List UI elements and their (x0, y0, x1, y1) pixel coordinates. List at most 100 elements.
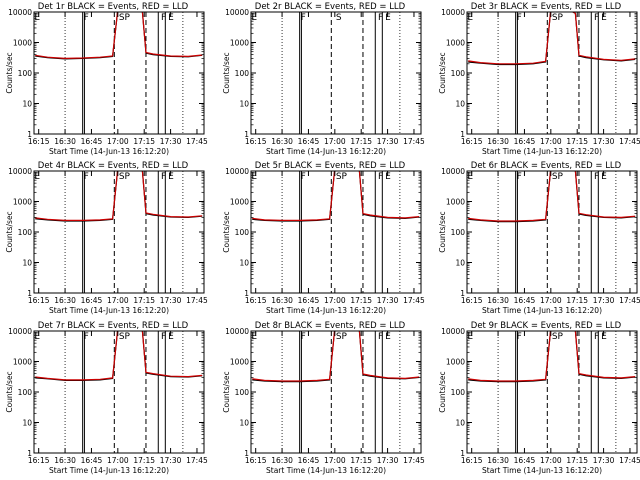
x-tick-label: 17:15 (566, 137, 588, 146)
y-tick-label: 1000 (446, 39, 465, 48)
y-tick-label: 1000 (230, 39, 249, 48)
x-tick-label: 17:30 (160, 456, 182, 465)
x-tick-label: 16:45 (81, 137, 103, 146)
flag-label: F (84, 332, 89, 342)
flag-label: F (84, 13, 89, 23)
y-tick-label: 10000 (8, 167, 32, 176)
y-tick-label: 10 (455, 259, 465, 268)
y-tick-label: 10 (22, 100, 32, 109)
flag-label: E (251, 172, 257, 182)
x-tick-label: 17:45 (403, 296, 425, 305)
flag-label: F (161, 332, 166, 342)
flag-label: E (168, 13, 174, 23)
x-tick-label: 17:45 (619, 296, 640, 305)
x-tick-label: 17:15 (566, 296, 588, 305)
y-tick-label: 100 (18, 228, 33, 237)
flag-label: F (161, 13, 166, 23)
x-axis-label: Start Time (14-Jun-13 16:12:20) (266, 147, 386, 156)
flag-label: F (301, 172, 306, 182)
panel-title: Det 3r BLACK = Events, RED = LLD (471, 2, 622, 12)
flag-label: F (161, 172, 166, 182)
flag-label: SP (552, 172, 564, 182)
x-tick-label: 16:15 (461, 456, 483, 465)
x-axis-label: Start Time (14-Jun-13 16:12:20) (482, 466, 602, 475)
y-tick-label: 1 (244, 449, 249, 458)
y-tick-label: 1 (460, 130, 465, 139)
y-tick-label: 10000 (441, 327, 465, 336)
flag-label: E (168, 172, 174, 182)
x-axis-label: Start Time (14-Jun-13 16:12:20) (49, 466, 169, 475)
flag-label: F (378, 172, 383, 182)
panel-title: Det 9r BLACK = Events, RED = LLD (471, 321, 622, 331)
x-tick-label: 16:45 (298, 296, 320, 305)
x-tick-label: 17:00 (540, 456, 562, 465)
x-tick-label: 16:15 (28, 137, 50, 146)
lld-series-line (468, 331, 636, 382)
x-tick-label: 17:00 (107, 456, 129, 465)
y-axis-label: Counts/sec (5, 211, 14, 252)
y-tick-label: 10000 (441, 8, 465, 17)
y-tick-label: 100 (235, 228, 250, 237)
x-tick-label: 17:15 (566, 456, 588, 465)
flag-label: E (251, 332, 257, 342)
y-tick-label: 1 (27, 130, 32, 139)
y-tick-label: 100 (235, 388, 250, 397)
x-tick-label: 17:45 (403, 456, 425, 465)
x-tick-label: 17:15 (133, 296, 155, 305)
flag-label: E (467, 332, 473, 342)
x-tick-label: 17:30 (160, 296, 182, 305)
x-tick-label: 16:45 (81, 456, 103, 465)
y-tick-label: 10 (22, 259, 32, 268)
flag-label: E (601, 13, 607, 23)
flag-label: F (378, 13, 383, 23)
x-tick-label: 16:30 (54, 296, 76, 305)
x-tick-label: 16:30 (54, 137, 76, 146)
flag-label: E (34, 172, 40, 182)
x-tick-label: 17:00 (324, 296, 346, 305)
flag-label: E (34, 332, 40, 342)
x-tick-label: 17:15 (133, 456, 155, 465)
flag-label: E (467, 13, 473, 23)
x-tick-label: 16:45 (514, 296, 536, 305)
x-tick-label: 17:30 (160, 137, 182, 146)
y-tick-label: 1000 (230, 358, 249, 367)
flag-label: F (594, 13, 599, 23)
x-tick-label: 16:30 (487, 137, 509, 146)
x-tick-label: 17:45 (186, 296, 208, 305)
x-axis-label: Start Time (14-Jun-13 16:12:20) (482, 147, 602, 156)
x-axis-label: Start Time (14-Jun-13 16:12:20) (266, 466, 386, 475)
lld-series-line (468, 171, 636, 222)
y-tick-label: 100 (18, 388, 33, 397)
lld-series-line (35, 12, 203, 60)
x-tick-label: 16:45 (81, 296, 103, 305)
lld-series-line (468, 12, 636, 65)
plot-frame (466, 170, 638, 294)
plot-frame (466, 11, 638, 135)
lld-series-line (35, 331, 203, 381)
x-tick-label: 16:15 (461, 296, 483, 305)
x-tick-label: 17:30 (377, 137, 399, 146)
flag-label: E (385, 172, 391, 182)
y-tick-label: 1 (244, 289, 249, 298)
x-tick-label: 17:00 (540, 296, 562, 305)
x-tick-label: 17:00 (540, 137, 562, 146)
flag-label: SP (336, 172, 348, 182)
y-tick-label: 10000 (225, 8, 249, 17)
y-tick-label: 10 (455, 419, 465, 428)
flag-label: F (378, 332, 383, 342)
y-axis-label: Counts/sec (5, 52, 14, 93)
y-tick-label: 1 (244, 130, 249, 139)
y-tick-label: 10 (239, 100, 249, 109)
x-axis-label: Start Time (14-Jun-13 16:12:20) (49, 147, 169, 156)
y-tick-label: 100 (451, 388, 466, 397)
plot-frame (250, 170, 422, 294)
y-tick-label: 100 (451, 69, 466, 78)
flag-label: S (336, 13, 342, 23)
flag-label: SP (552, 13, 564, 23)
y-tick-label: 10 (239, 259, 249, 268)
